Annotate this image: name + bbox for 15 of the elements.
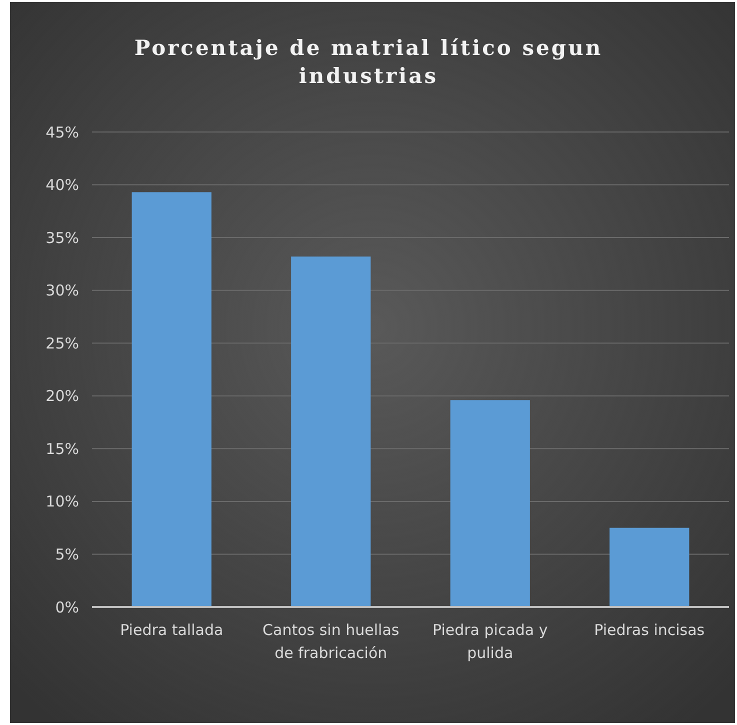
y-tick-label: 35% [46, 228, 79, 247]
x-tick-label: Cantos sin huellas de frabricación [262, 621, 400, 662]
x-tick-label: Piedra picada y pulida [432, 621, 548, 662]
y-tick-label: 15% [46, 440, 79, 458]
y-tick-label: 5% [55, 545, 79, 564]
y-tick-label: 0% [55, 598, 79, 616]
y-tick-label: 45% [46, 123, 79, 142]
y-tick-label: 40% [46, 176, 79, 194]
y-tick-label: 30% [46, 282, 79, 300]
y-tick-label: 10% [46, 492, 79, 511]
chart-title: Porcentaje de matrial lítico segun industrias [134, 35, 603, 88]
y-tick-label: 20% [46, 387, 79, 406]
x-tick-label: Piedras incisas [594, 621, 705, 639]
x-tick-label: Piedra tallada [120, 621, 224, 639]
y-tick-label: 25% [46, 334, 79, 352]
